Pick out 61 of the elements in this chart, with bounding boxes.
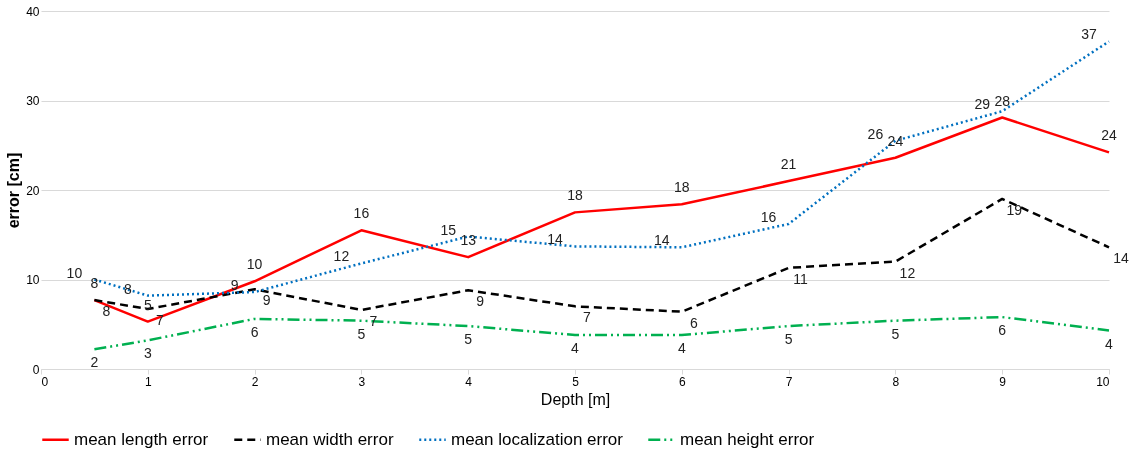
data-label: 8 <box>102 303 111 320</box>
data-label: 15 <box>440 221 457 238</box>
x-tick-label: 7 <box>785 374 793 389</box>
data-label: 10 <box>66 264 83 281</box>
x-tick-label: 1 <box>144 374 152 389</box>
data-label: 6 <box>250 323 259 340</box>
data-label: 12 <box>899 264 916 281</box>
data-label: 4 <box>677 339 686 356</box>
data-label: 6 <box>689 314 698 331</box>
data-label: 6 <box>998 322 1007 339</box>
data-label: 2 <box>90 354 99 371</box>
x-tick-label: 2 <box>251 374 259 389</box>
x-tick-label: 6 <box>678 374 686 389</box>
data-label: 29 <box>974 96 991 113</box>
data-label: 13 <box>460 232 477 249</box>
data-label: 14 <box>1113 250 1129 267</box>
x-axis-title: Depth [m] <box>540 390 611 408</box>
x-tick-label: 4 <box>465 374 473 389</box>
x-tick-label: 5 <box>572 374 580 389</box>
data-label: 24 <box>887 132 904 149</box>
y-axis-title: error [cm] <box>5 152 23 229</box>
data-label: 9 <box>262 292 271 309</box>
y-tick-label: 30 <box>26 94 40 108</box>
data-label: 5 <box>464 331 473 348</box>
data-label: 18 <box>567 187 583 204</box>
legend-label: mean length error <box>74 429 209 449</box>
data-label: 18 <box>674 179 690 196</box>
data-label: 16 <box>760 209 777 226</box>
data-label: 8 <box>90 275 99 292</box>
data-label: 4 <box>571 339 580 356</box>
data-label: 19 <box>1006 201 1023 218</box>
data-label: 3 <box>143 345 152 362</box>
data-label: 14 <box>654 232 670 249</box>
data-label: 10 <box>246 256 263 273</box>
data-label: 14 <box>547 231 563 248</box>
data-label: 21 <box>780 156 797 173</box>
data-label: 8 <box>123 280 132 297</box>
data-label: 4 <box>1105 335 1114 352</box>
x-tick-label: 9 <box>999 374 1007 389</box>
y-tick-label: 40 <box>26 4 40 19</box>
data-label: 28 <box>994 92 1011 109</box>
data-label: 11 <box>793 270 809 287</box>
x-tick-label: 10 <box>1096 374 1110 389</box>
data-label: 5 <box>891 325 900 342</box>
data-label: 26 <box>867 125 884 142</box>
legend-label: mean width error <box>266 429 394 449</box>
data-label: 5 <box>784 331 793 348</box>
y-tick-label: 0 <box>32 362 40 377</box>
x-tick-label: 3 <box>358 374 366 389</box>
data-label: 24 <box>1101 127 1117 144</box>
data-label: 9 <box>476 293 485 310</box>
y-tick-label: 10 <box>26 273 40 287</box>
x-tick-label: 8 <box>892 374 900 389</box>
data-label: 7 <box>583 309 592 326</box>
legend-label: mean localization error <box>451 429 624 449</box>
data-label: 16 <box>353 205 370 222</box>
data-label: 12 <box>333 248 350 265</box>
data-label: 37 <box>1081 26 1097 43</box>
y-tick-label: 20 <box>26 183 40 198</box>
legend-label: mean height error <box>680 429 815 449</box>
data-label: 5 <box>357 325 366 342</box>
